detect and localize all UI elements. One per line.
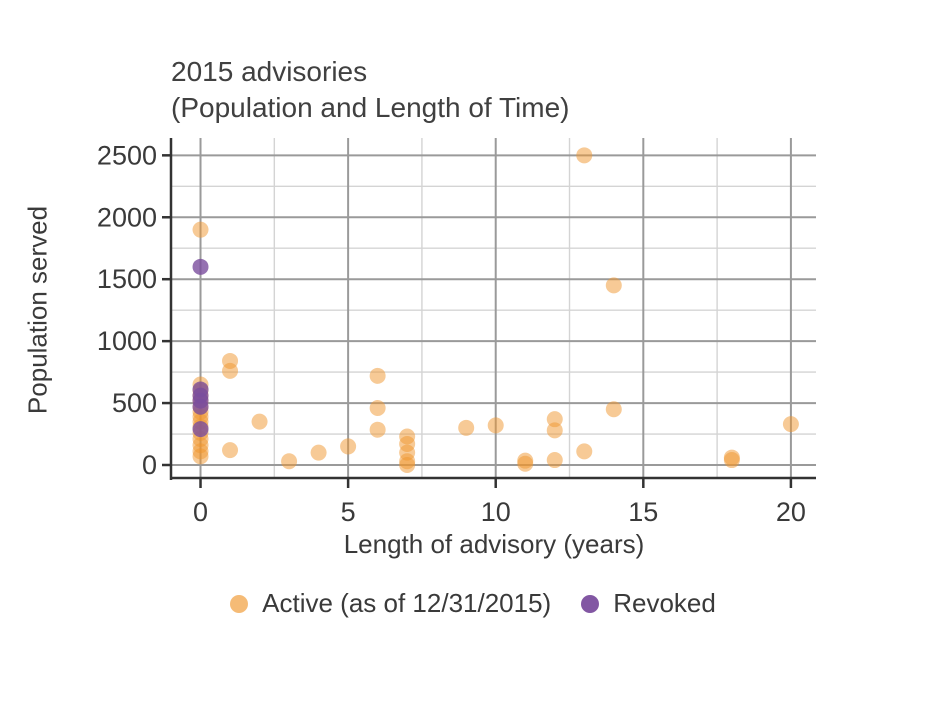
y-axis-title: Population served [22,205,53,415]
data-point-active [192,221,209,238]
data-point-active [369,400,386,417]
data-point-active [605,401,622,418]
data-point-active [458,419,475,436]
data-point-active [576,443,593,460]
data-point-active [222,442,239,459]
data-point-active [369,367,386,384]
data-point-revoked [192,398,209,415]
data-point-active [310,444,327,461]
chart-title-line2: (Population and Length of Time) [171,92,570,123]
y-tick-label: 2500 [97,140,157,170]
chart-title: 2015 advisories (Population and Length o… [171,54,569,126]
revoked-legend-dot-icon [581,594,600,613]
legend-item-active: Active (as of 12/31/2015) [230,588,551,619]
legend-label-active: Active (as of 12/31/2015) [262,588,552,618]
x-axis-title: Length of advisory (years) [343,529,645,559]
legend: Active (as of 12/31/2015) Revoked [0,588,946,619]
data-point-active [192,448,209,465]
legend-label-revoked: Revoked [613,588,716,618]
data-point-active [723,452,740,469]
x-tick-label: 15 [628,497,658,527]
data-point-active [340,438,357,455]
x-tick-label: 20 [776,497,806,527]
y-tick-label: 1000 [97,326,157,356]
active-legend-dot-icon [230,594,249,613]
x-tick-label: 5 [341,497,356,527]
x-tick-label: 10 [481,497,511,527]
data-point-active [546,422,563,439]
y-tick-label: 500 [112,388,157,418]
data-point-active [369,421,386,438]
chart-title-line1: 2015 advisories [171,56,368,87]
data-point-active [281,453,298,470]
data-point-active [546,411,563,428]
data-point-revoked [192,258,209,275]
data-point-active [546,452,563,469]
y-tick-label: 1500 [97,264,157,294]
legend-item-revoked: Revoked [581,588,716,619]
data-point-active [399,456,416,473]
data-point-active [222,362,239,379]
data-point-active [605,277,622,294]
y-tick-label: 0 [142,450,157,480]
data-point-active [487,417,504,434]
y-tick-label: 2000 [97,202,157,232]
x-tick-label: 0 [193,497,208,527]
data-point-revoked [192,421,209,438]
data-point-active [576,147,593,164]
data-point-active [782,416,799,433]
data-point-active [251,413,268,430]
data-point-active [517,455,534,472]
